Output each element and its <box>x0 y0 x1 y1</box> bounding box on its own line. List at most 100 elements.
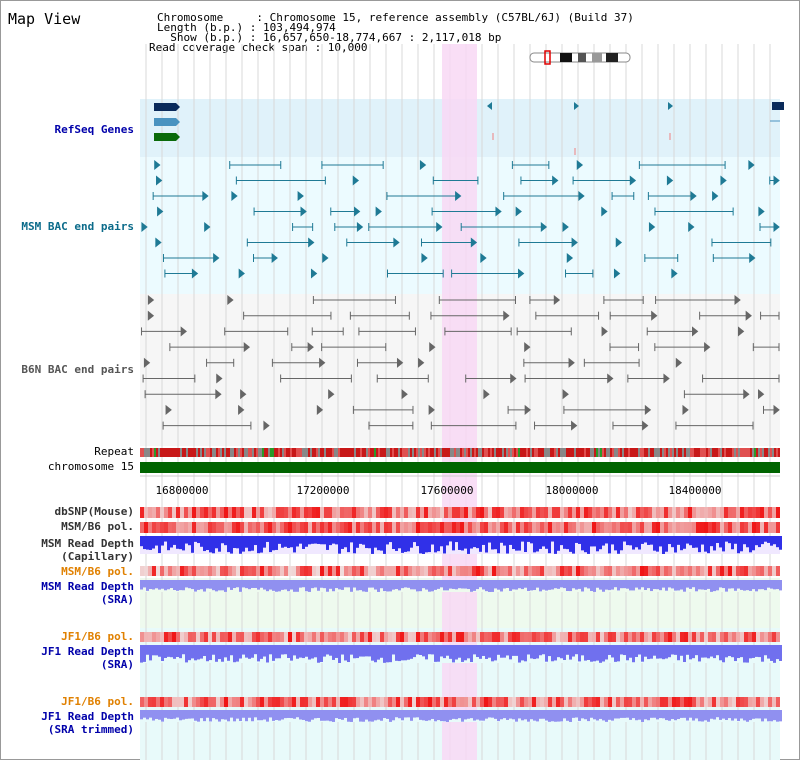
depth-bar <box>326 580 329 592</box>
depth-bar <box>329 536 332 546</box>
depth-bar <box>371 536 374 554</box>
depth-bar <box>509 536 512 545</box>
msm-bac-label[interactable]: MSM BAC end pairs <box>21 220 134 233</box>
depth-bar <box>254 645 257 655</box>
heat-cell <box>452 507 456 518</box>
bac-end-arrow <box>758 389 765 400</box>
depth-bar <box>386 580 389 592</box>
depth-bar <box>416 536 419 547</box>
heat-cell <box>608 566 612 576</box>
heat-cell <box>664 566 668 576</box>
depth-bar <box>617 536 620 554</box>
depth-bar <box>191 710 194 719</box>
heat-cell <box>620 632 624 642</box>
repeat-segment <box>550 448 552 457</box>
depth-bar <box>254 536 257 546</box>
refseq-genes-label[interactable]: RefSeq Genes <box>54 123 134 136</box>
depth-bar <box>590 645 593 662</box>
repeat-segment <box>256 448 258 457</box>
depth-bar <box>419 580 422 592</box>
heat-cell <box>424 522 428 533</box>
depth-bar <box>770 536 773 546</box>
depth-bar <box>641 580 644 588</box>
repeat-track[interactable] <box>140 448 780 457</box>
heat-cell <box>268 632 272 642</box>
jf1-pol-label-1[interactable]: JF1/B6 pol. <box>61 630 134 643</box>
refseq-genes-track[interactable] <box>154 102 784 155</box>
depth-bar <box>437 580 440 589</box>
depth-bar <box>284 710 287 719</box>
jf1-depth-sra-label[interactable]: JF1 Read Depth <box>41 645 134 658</box>
heat-cell <box>360 507 364 518</box>
depth-bar <box>542 710 545 719</box>
heat-cell <box>628 522 632 533</box>
heat-cell <box>280 697 284 707</box>
heat-cell <box>428 566 432 576</box>
heat-cell <box>380 522 384 533</box>
depth-bar <box>566 536 569 550</box>
depth-bar <box>764 710 767 719</box>
depth-bar <box>425 580 428 590</box>
repeat-segment <box>394 448 396 457</box>
repeat-segment <box>774 448 776 457</box>
heat-cell <box>336 632 340 642</box>
depth-bar <box>437 536 440 552</box>
chromosome-label: chromosome 15 <box>47 460 134 473</box>
repeat-segment <box>504 448 506 457</box>
repeat-segment <box>584 448 586 457</box>
jf1-depth-trimmed-label[interactable]: JF1 Read Depth <box>41 710 134 723</box>
chromosome-bar[interactable] <box>140 462 780 473</box>
dbsnp-heatmap[interactable] <box>140 507 780 518</box>
heat-cell <box>620 566 624 576</box>
bac-end-arrow <box>155 237 162 248</box>
repeat-segment <box>332 448 334 457</box>
heat-cell <box>156 566 160 576</box>
msm-depth-sra-label[interactable]: MSM Read Depth <box>41 580 134 593</box>
depth-bar <box>602 536 605 546</box>
msm-b6-pol-label-2[interactable]: MSM/B6 pol. <box>61 565 134 578</box>
depth-bar <box>512 710 515 720</box>
heat-cell <box>428 697 432 707</box>
repeat-segment <box>280 448 282 457</box>
msm-read-depth-capillary[interactable] <box>140 536 782 554</box>
bac-end-arrow <box>308 237 315 248</box>
repeat-segment <box>458 448 460 457</box>
repeat-segment <box>676 448 678 457</box>
msm-bac-track[interactable] <box>141 159 780 279</box>
heat-cell <box>340 632 344 642</box>
b6n-bac-track[interactable] <box>141 294 780 431</box>
jf1-b6-pol-heatmap-2[interactable] <box>140 697 780 707</box>
axis-tick-label: 18000000 <box>545 484 599 497</box>
jf1-pol-label-2[interactable]: JF1/B6 pol. <box>61 695 134 708</box>
repeat-segment <box>464 448 466 457</box>
heat-cell <box>172 632 176 642</box>
repeat-segment <box>630 448 632 457</box>
heat-cell <box>272 522 276 533</box>
bac-end-arrow <box>202 190 209 202</box>
repeat-segment <box>736 448 738 457</box>
msm-depth-capillary-label[interactable]: MSM Read Depth <box>41 537 134 550</box>
chromosome-ideogram[interactable] <box>529 50 631 65</box>
heat-cell <box>268 697 272 707</box>
depth-bar <box>254 710 257 718</box>
depth-bar <box>416 710 419 718</box>
jf1-read-depth-sra[interactable] <box>140 645 782 663</box>
depth-bar <box>155 536 158 546</box>
heat-cell <box>420 697 424 707</box>
msm-b6-pol-label-1[interactable]: MSM/B6 pol. <box>61 520 134 533</box>
jf1-read-depth-sra-trimmed[interactable] <box>140 710 782 722</box>
b6n-bac-label[interactable]: B6N BAC end pairs <box>21 363 134 376</box>
heat-cell <box>148 507 152 518</box>
dbsnp-label[interactable]: dbSNP(Mouse) <box>54 505 134 518</box>
depth-bar <box>410 645 413 659</box>
heat-cell <box>748 522 752 533</box>
msm-b6-pol-heatmap-2[interactable] <box>140 566 780 576</box>
heat-cell <box>544 566 548 576</box>
msm-b6-pol-heatmap-1[interactable] <box>140 522 780 533</box>
heat-cell <box>480 566 484 576</box>
repeat-segment <box>544 448 546 457</box>
msm-read-depth-sra[interactable] <box>140 580 782 592</box>
jf1-b6-pol-heatmap-1[interactable] <box>140 632 780 642</box>
heat-cell <box>392 507 396 518</box>
